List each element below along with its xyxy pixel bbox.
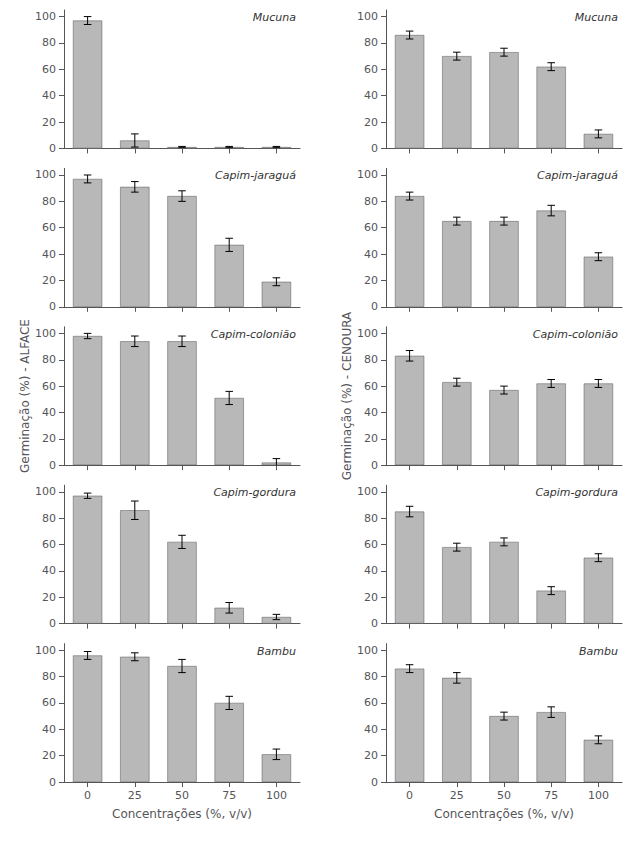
svg-text:Bambu: Bambu [257, 645, 296, 658]
svg-text:60: 60 [42, 221, 56, 234]
svg-text:100: 100 [357, 327, 378, 340]
svg-text:80: 80 [42, 670, 56, 683]
svg-text:80: 80 [364, 512, 378, 525]
svg-text:20: 20 [364, 749, 378, 762]
svg-text:100: 100 [35, 168, 56, 181]
svg-text:Germinação (%) - CENOURA: Germinação (%) - CENOURA [340, 311, 354, 480]
svg-text:40: 40 [42, 406, 56, 419]
svg-text:100: 100 [357, 644, 378, 657]
svg-text:Bambu: Bambu [579, 645, 618, 658]
svg-text:0: 0 [371, 300, 378, 313]
svg-text:20: 20 [42, 274, 56, 287]
svg-text:80: 80 [42, 195, 56, 208]
svg-text:25: 25 [450, 789, 464, 802]
svg-text:60: 60 [42, 380, 56, 393]
svg-text:75: 75 [222, 789, 236, 802]
svg-text:100: 100 [35, 10, 56, 23]
svg-text:40: 40 [364, 723, 378, 736]
svg-text:100: 100 [357, 168, 378, 181]
svg-text:25: 25 [128, 789, 142, 802]
svg-text:0: 0 [49, 142, 56, 155]
svg-text:0: 0 [49, 776, 56, 789]
svg-text:80: 80 [364, 195, 378, 208]
svg-text:Germinação (%) - ALFACE: Germinação (%) - ALFACE [18, 319, 32, 473]
svg-text:50: 50 [175, 789, 189, 802]
svg-text:80: 80 [364, 353, 378, 366]
svg-text:20: 20 [42, 116, 56, 129]
svg-text:0: 0 [49, 459, 56, 472]
svg-text:40: 40 [364, 248, 378, 261]
svg-text:60: 60 [364, 380, 378, 393]
svg-text:40: 40 [42, 723, 56, 736]
svg-text:40: 40 [364, 564, 378, 577]
svg-text:60: 60 [364, 221, 378, 234]
svg-text:40: 40 [42, 564, 56, 577]
svg-text:80: 80 [364, 670, 378, 683]
svg-text:100: 100 [266, 789, 287, 802]
svg-text:60: 60 [364, 538, 378, 551]
svg-text:20: 20 [364, 432, 378, 445]
svg-text:Capim-jaraguá: Capim-jaraguá [215, 169, 296, 182]
svg-text:0: 0 [49, 300, 56, 313]
svg-text:20: 20 [42, 591, 56, 604]
svg-text:60: 60 [364, 696, 378, 709]
svg-text:20: 20 [42, 749, 56, 762]
svg-text:40: 40 [364, 406, 378, 419]
svg-text:100: 100 [35, 644, 56, 657]
svg-text:100: 100 [357, 10, 378, 23]
svg-text:0: 0 [371, 776, 378, 789]
svg-text:100: 100 [357, 485, 378, 498]
svg-text:20: 20 [364, 116, 378, 129]
svg-text:Mucuna: Mucuna [253, 11, 296, 24]
svg-text:60: 60 [42, 63, 56, 76]
svg-text:100: 100 [35, 485, 56, 498]
svg-text:20: 20 [364, 274, 378, 287]
svg-text:60: 60 [42, 696, 56, 709]
svg-text:80: 80 [42, 36, 56, 49]
svg-text:0: 0 [371, 617, 378, 630]
svg-text:60: 60 [364, 63, 378, 76]
svg-text:100: 100 [588, 789, 609, 802]
svg-text:0: 0 [84, 789, 91, 802]
svg-text:80: 80 [42, 353, 56, 366]
svg-text:Concentrações (%, v/v): Concentrações (%, v/v) [112, 807, 252, 821]
svg-text:0: 0 [406, 789, 413, 802]
svg-text:40: 40 [42, 89, 56, 102]
svg-text:Capim-colonião: Capim-colonião [533, 328, 618, 341]
svg-text:Capim-gordura: Capim-gordura [535, 486, 618, 499]
svg-text:0: 0 [371, 459, 378, 472]
svg-text:100: 100 [35, 327, 56, 340]
svg-text:Capim-gordura: Capim-gordura [213, 486, 296, 499]
svg-text:0: 0 [371, 142, 378, 155]
svg-text:50: 50 [497, 789, 511, 802]
svg-text:Capim-colonião: Capim-colonião [211, 328, 296, 341]
svg-text:20: 20 [364, 591, 378, 604]
svg-text:80: 80 [364, 36, 378, 49]
svg-text:40: 40 [364, 89, 378, 102]
svg-text:80: 80 [42, 512, 56, 525]
svg-text:40: 40 [42, 248, 56, 261]
svg-text:Capim-jaraguá: Capim-jaraguá [537, 169, 618, 182]
svg-text:75: 75 [544, 789, 558, 802]
svg-text:60: 60 [42, 538, 56, 551]
svg-text:Mucuna: Mucuna [575, 11, 618, 24]
svg-text:Concentrações (%, v/v): Concentrações (%, v/v) [434, 807, 574, 821]
svg-text:0: 0 [49, 617, 56, 630]
svg-text:20: 20 [42, 432, 56, 445]
